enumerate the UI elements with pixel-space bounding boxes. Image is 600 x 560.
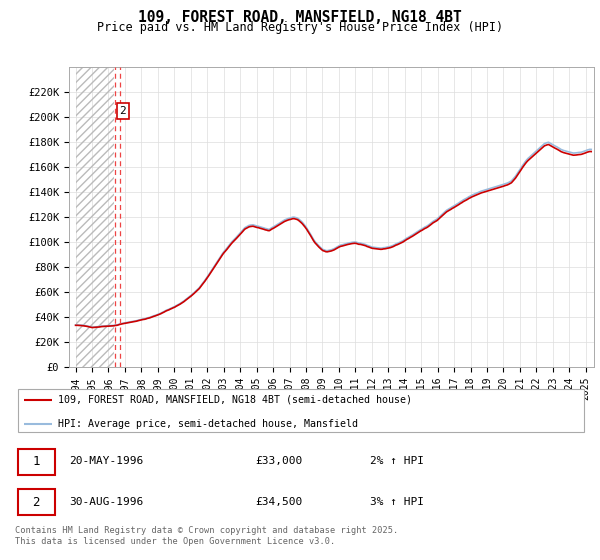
Text: £33,000: £33,000	[256, 456, 303, 466]
FancyBboxPatch shape	[18, 489, 55, 515]
Text: 109, FOREST ROAD, MANSFIELD, NG18 4BT (semi-detached house): 109, FOREST ROAD, MANSFIELD, NG18 4BT (s…	[58, 395, 412, 405]
Text: 3% ↑ HPI: 3% ↑ HPI	[370, 497, 424, 507]
Text: 2: 2	[32, 496, 40, 508]
Text: 2: 2	[119, 106, 126, 116]
Text: 1: 1	[32, 455, 40, 468]
Text: 109, FOREST ROAD, MANSFIELD, NG18 4BT: 109, FOREST ROAD, MANSFIELD, NG18 4BT	[138, 10, 462, 25]
Text: 2% ↑ HPI: 2% ↑ HPI	[370, 456, 424, 466]
Text: 30-AUG-1996: 30-AUG-1996	[70, 497, 143, 507]
Text: £34,500: £34,500	[256, 497, 303, 507]
FancyBboxPatch shape	[18, 449, 55, 475]
Text: Contains HM Land Registry data © Crown copyright and database right 2025.
This d: Contains HM Land Registry data © Crown c…	[15, 526, 398, 546]
Text: Price paid vs. HM Land Registry's House Price Index (HPI): Price paid vs. HM Land Registry's House …	[97, 21, 503, 34]
Text: 20-MAY-1996: 20-MAY-1996	[70, 456, 143, 466]
FancyBboxPatch shape	[18, 389, 584, 432]
Text: HPI: Average price, semi-detached house, Mansfield: HPI: Average price, semi-detached house,…	[58, 418, 358, 428]
